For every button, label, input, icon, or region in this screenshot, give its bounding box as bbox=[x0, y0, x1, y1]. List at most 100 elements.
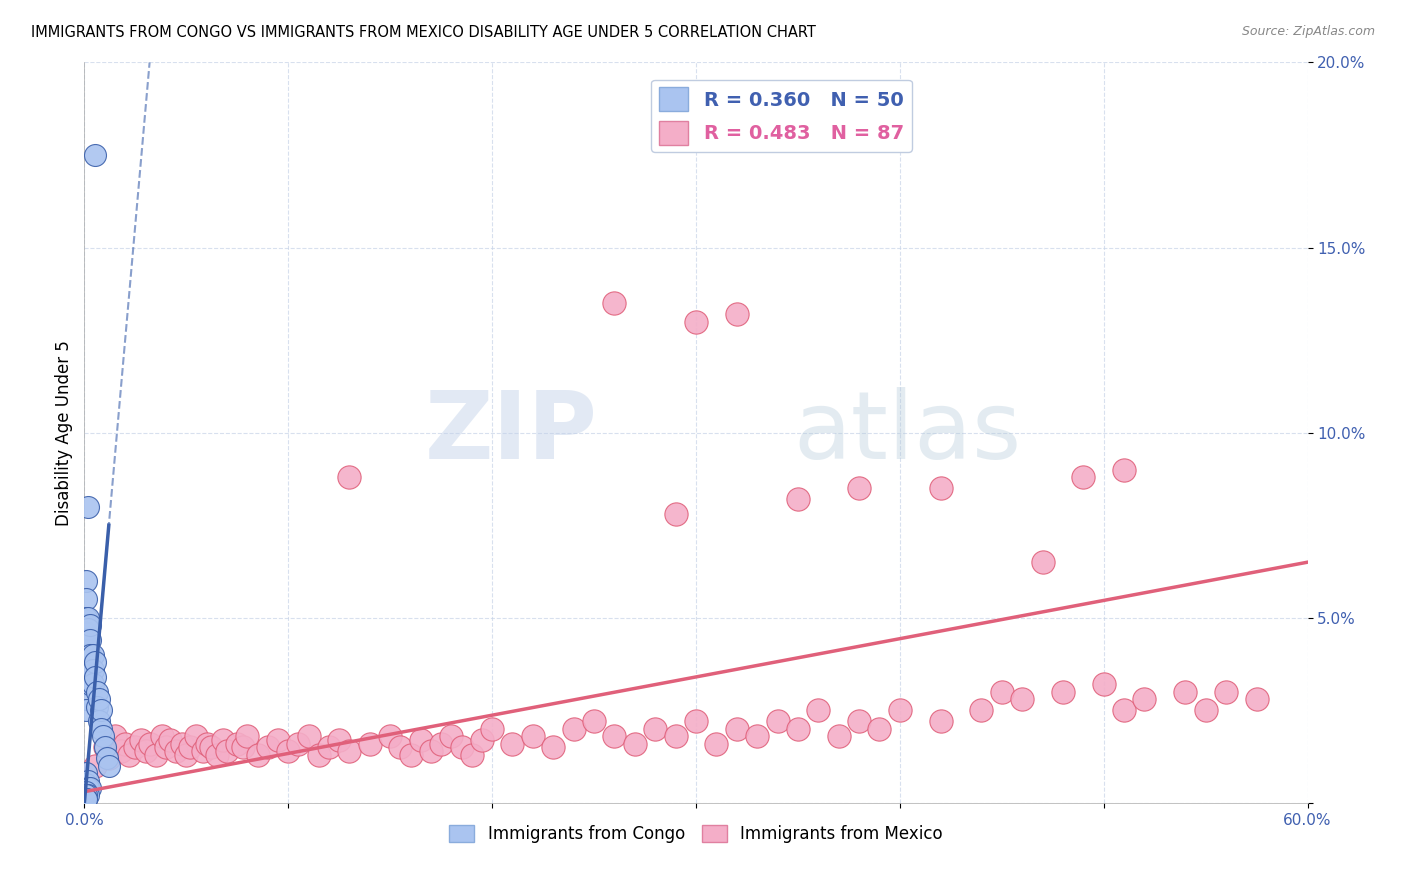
Point bbox=[440, 729, 463, 743]
Point bbox=[1246, 692, 1268, 706]
Point bbox=[75, 655, 97, 669]
Point bbox=[110, 744, 132, 758]
Point bbox=[212, 732, 235, 747]
Point bbox=[603, 729, 626, 743]
Point bbox=[624, 737, 647, 751]
Point bbox=[603, 296, 626, 310]
Point bbox=[79, 648, 101, 662]
Point bbox=[471, 732, 494, 747]
Point bbox=[409, 732, 432, 747]
Point bbox=[828, 729, 851, 743]
Point bbox=[787, 492, 810, 507]
Point bbox=[155, 740, 177, 755]
Point bbox=[86, 685, 108, 699]
Text: IMMIGRANTS FROM CONGO VS IMMIGRANTS FROM MEXICO DISABILITY AGE UNDER 5 CORRELATI: IMMIGRANTS FROM CONGO VS IMMIGRANTS FROM… bbox=[31, 25, 815, 40]
Point bbox=[87, 714, 110, 729]
Point bbox=[77, 500, 100, 514]
Point bbox=[75, 610, 97, 624]
Point bbox=[929, 481, 952, 495]
Point bbox=[83, 148, 105, 162]
Point bbox=[75, 789, 97, 803]
Point bbox=[172, 737, 194, 751]
Point bbox=[991, 685, 1014, 699]
Point bbox=[138, 737, 160, 751]
Point bbox=[1174, 685, 1197, 699]
Point bbox=[232, 740, 254, 755]
Point bbox=[83, 758, 105, 772]
Point bbox=[665, 507, 688, 521]
Point bbox=[79, 663, 101, 677]
Point bbox=[929, 714, 952, 729]
Point bbox=[217, 744, 239, 758]
Point bbox=[77, 622, 100, 636]
Point bbox=[298, 729, 321, 743]
Point bbox=[328, 732, 350, 747]
Point bbox=[257, 740, 280, 755]
Y-axis label: Disability Age Under 5: Disability Age Under 5 bbox=[55, 340, 73, 525]
Point bbox=[75, 618, 97, 632]
Point bbox=[787, 722, 810, 736]
Text: Source: ZipAtlas.com: Source: ZipAtlas.com bbox=[1241, 25, 1375, 38]
Point bbox=[75, 625, 97, 640]
Point bbox=[83, 655, 105, 669]
Point bbox=[1011, 692, 1033, 706]
Point bbox=[118, 747, 141, 762]
Point bbox=[179, 740, 201, 755]
Point bbox=[725, 722, 748, 736]
Point bbox=[339, 744, 361, 758]
Point bbox=[82, 648, 104, 662]
Point bbox=[267, 732, 290, 747]
Point bbox=[399, 747, 422, 762]
Point bbox=[82, 677, 104, 691]
Point bbox=[562, 722, 585, 736]
Point bbox=[75, 792, 97, 806]
Point bbox=[1073, 470, 1095, 484]
Point bbox=[124, 740, 146, 755]
Point bbox=[1114, 462, 1136, 476]
Point bbox=[644, 722, 666, 736]
Point bbox=[83, 670, 105, 684]
Point bbox=[75, 703, 97, 717]
Point bbox=[75, 785, 97, 799]
Point bbox=[1092, 677, 1115, 691]
Point bbox=[502, 737, 524, 751]
Point bbox=[205, 747, 228, 762]
Point bbox=[79, 677, 101, 691]
Point bbox=[91, 729, 114, 743]
Point bbox=[96, 751, 118, 765]
Point bbox=[77, 610, 100, 624]
Point bbox=[1215, 685, 1237, 699]
Point bbox=[82, 663, 104, 677]
Point bbox=[543, 740, 565, 755]
Point bbox=[77, 632, 100, 647]
Text: ZIP: ZIP bbox=[425, 386, 598, 479]
Point bbox=[93, 740, 115, 755]
Point bbox=[287, 737, 309, 751]
Point bbox=[1195, 703, 1218, 717]
Point bbox=[77, 773, 100, 788]
Point bbox=[308, 747, 330, 762]
Point bbox=[77, 780, 100, 795]
Point bbox=[191, 744, 214, 758]
Point bbox=[75, 648, 97, 662]
Point bbox=[90, 703, 112, 717]
Point bbox=[93, 740, 115, 755]
Point bbox=[583, 714, 606, 729]
Legend: Immigrants from Congo, Immigrants from Mexico: Immigrants from Congo, Immigrants from M… bbox=[443, 819, 949, 850]
Point bbox=[87, 692, 110, 706]
Point bbox=[75, 692, 97, 706]
Point bbox=[86, 699, 108, 714]
Point bbox=[97, 758, 120, 772]
Point bbox=[420, 744, 443, 758]
Point bbox=[79, 618, 101, 632]
Point bbox=[79, 780, 101, 795]
Point bbox=[665, 729, 688, 743]
Point bbox=[75, 574, 97, 588]
Point bbox=[807, 703, 830, 717]
Point bbox=[522, 729, 544, 743]
Text: atlas: atlas bbox=[794, 386, 1022, 479]
Point bbox=[114, 737, 136, 751]
Point bbox=[1114, 703, 1136, 717]
Point bbox=[75, 766, 97, 780]
Point bbox=[461, 747, 484, 762]
